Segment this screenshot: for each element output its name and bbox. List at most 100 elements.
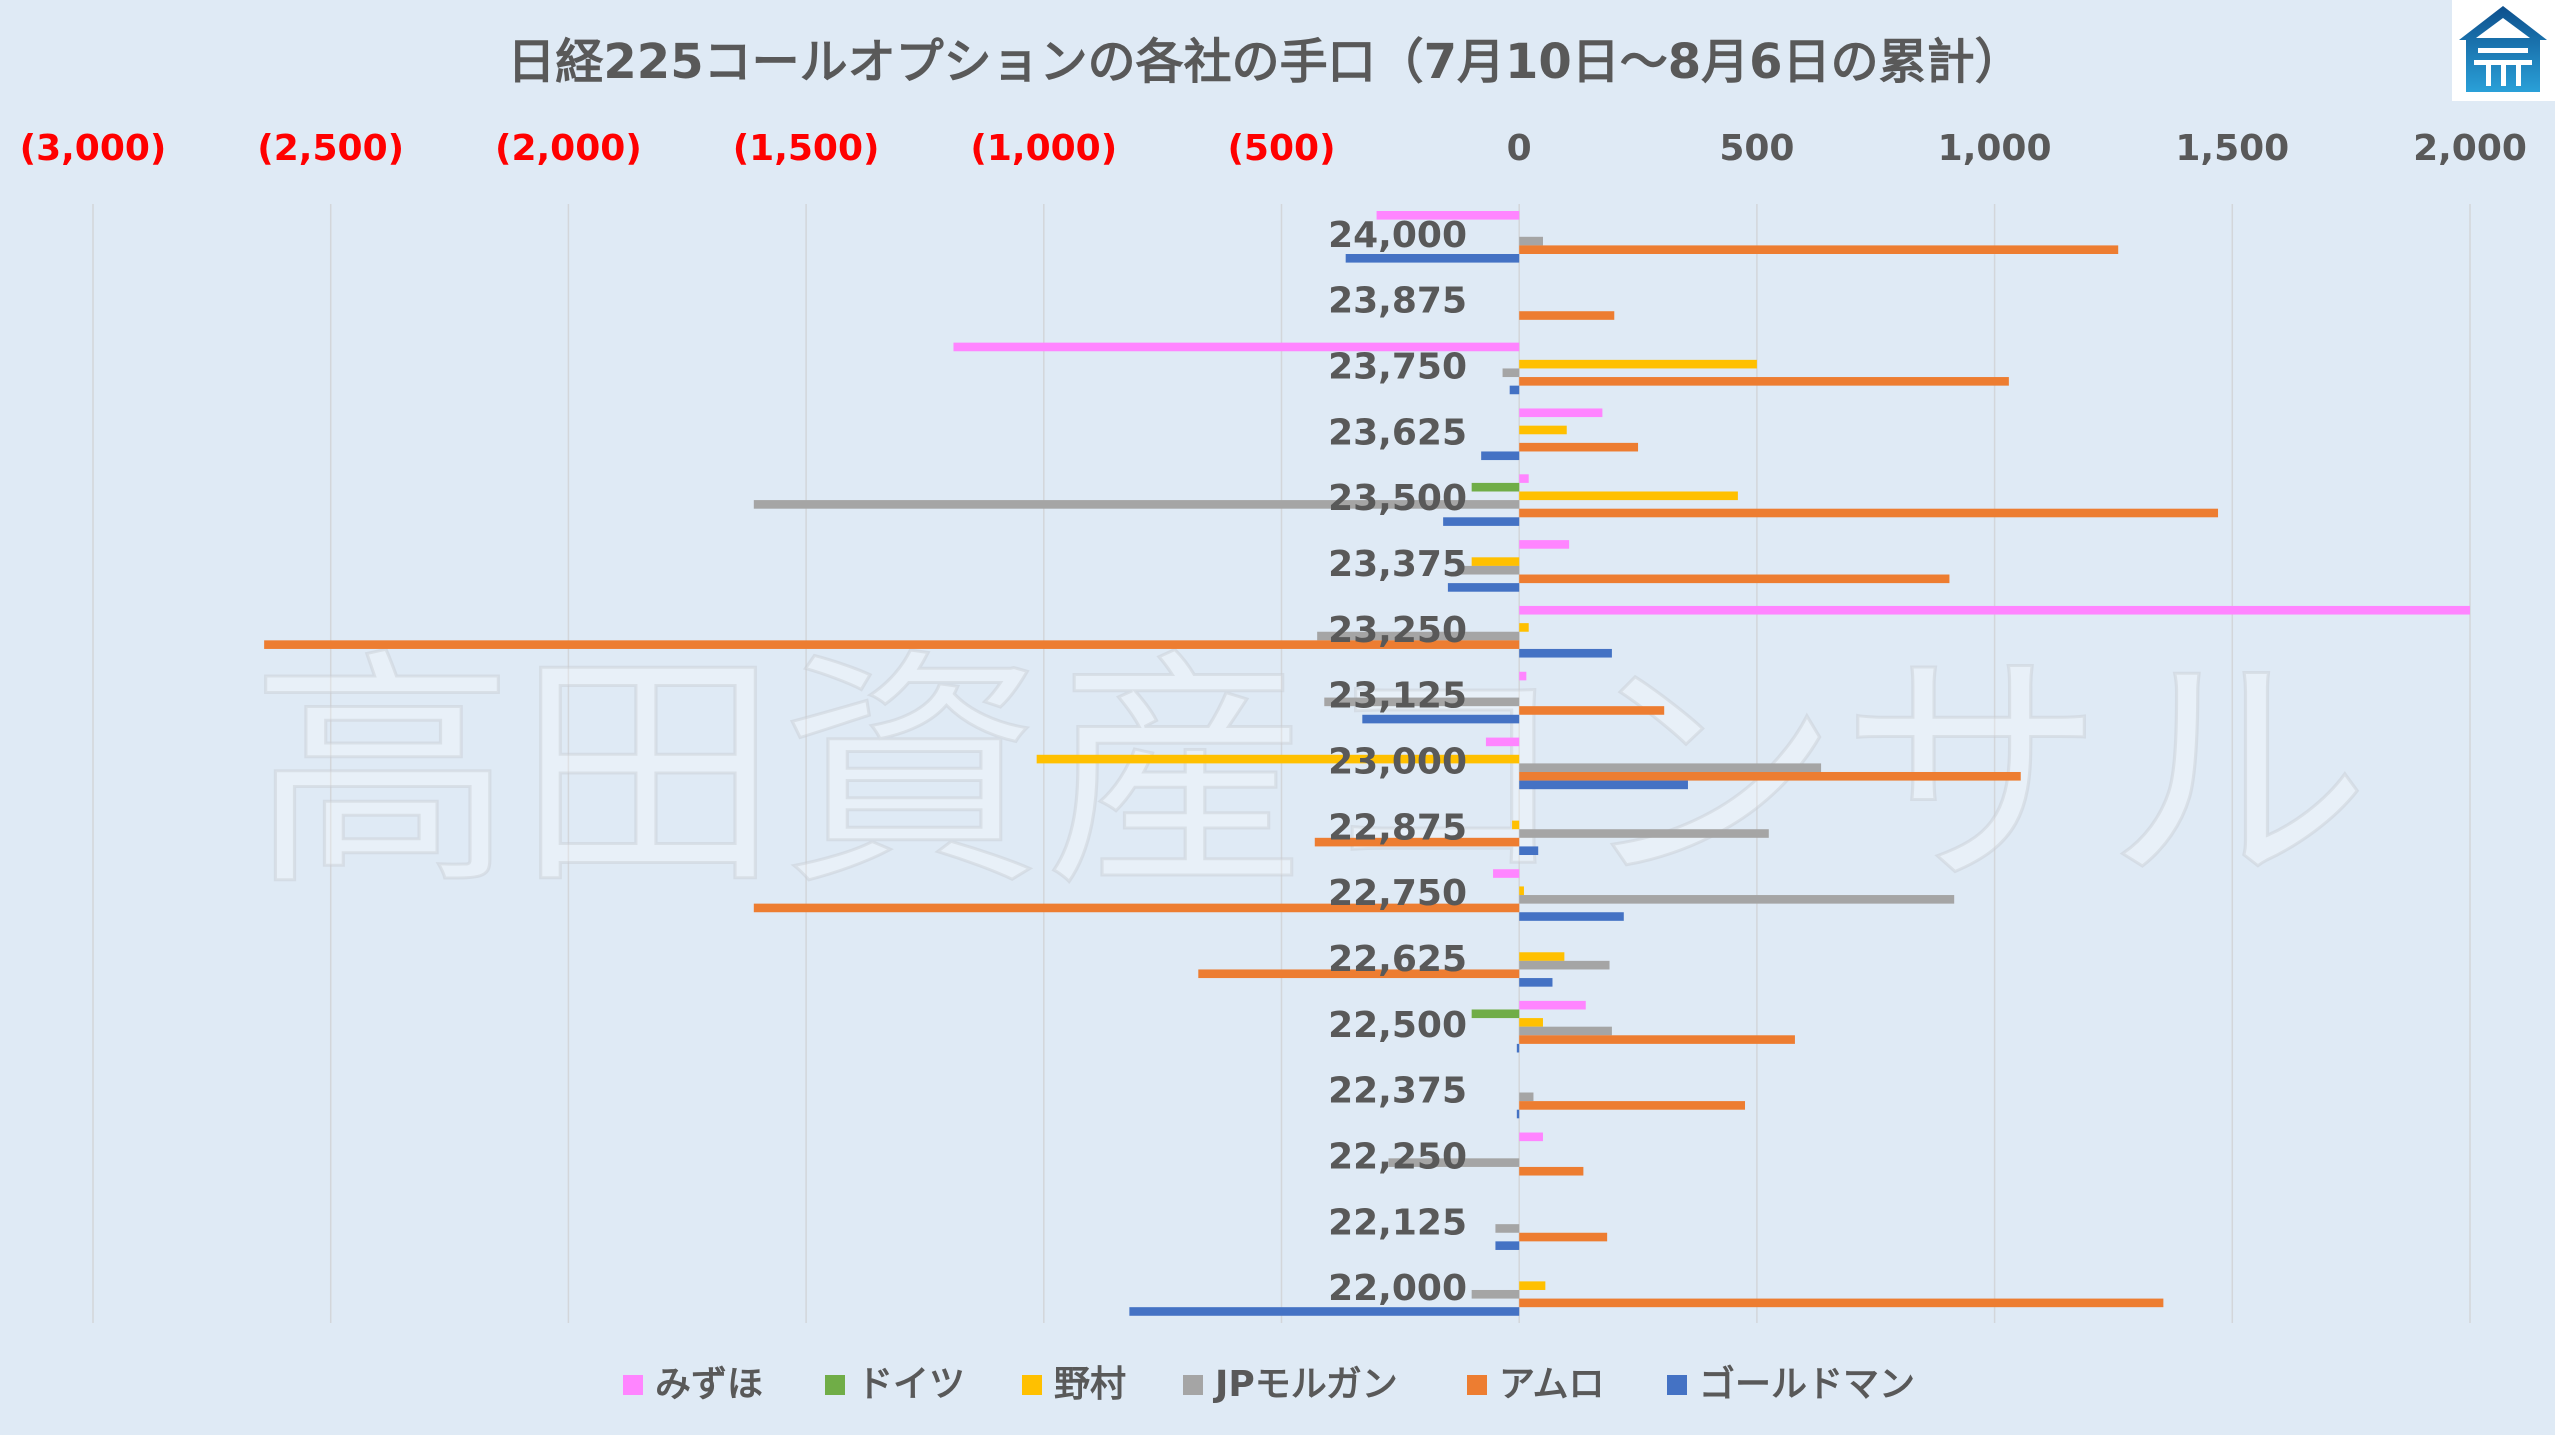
- bar-みずほ-22,500: [1519, 1000, 1586, 1010]
- x-tick-label: 500: [1719, 128, 1794, 169]
- bar-野村-23,375: [1471, 557, 1520, 566]
- legend: みずほ ドイツ 野村 JPモルガン アムロ ゴールドマン: [623, 1363, 1915, 1405]
- category-label: 23,875: [1328, 281, 1467, 322]
- x-tick-label: (2,000): [495, 128, 642, 169]
- bar-野村-22,875: [1512, 820, 1520, 830]
- watermark: 高田資産コンサル: [250, 628, 2370, 919]
- category-label: 22,375: [1328, 1071, 1467, 1112]
- x-tick-label: (3,000): [20, 128, 167, 169]
- bar-JPモルガン-23,375: [1457, 565, 1520, 575]
- bar-ゴールドマン-24,000: [1345, 254, 1520, 263]
- bar-アムロ-23,500: [1519, 508, 2219, 518]
- legend-swatch: [1667, 1375, 1687, 1395]
- category-label: 22,625: [1328, 939, 1467, 980]
- bar-みずほ-23,500: [1519, 474, 1529, 483]
- legend-item: ゴールドマン: [1667, 1363, 1915, 1405]
- bar-ゴールドマン-22,500: [1516, 1043, 1520, 1053]
- legend-swatch: [1183, 1375, 1203, 1395]
- category-label: 22,125: [1328, 1202, 1467, 1243]
- category-label: 22,500: [1328, 1005, 1467, 1046]
- bar-ゴールドマン-22,125: [1495, 1241, 1520, 1250]
- bar-野村-23,750: [1519, 359, 1757, 369]
- bar-JPモルガン-23,250: [1317, 631, 1520, 641]
- x-tick-label: 1,500: [2175, 128, 2289, 169]
- legend-swatch: [1022, 1375, 1042, 1395]
- legend-swatch: [623, 1375, 643, 1395]
- bar-アムロ-23,875: [1519, 311, 1615, 320]
- bars: [264, 211, 2470, 1316]
- category-labels: 24,000 23,875 23,750 23,625 23,500 23,375 23,2…: [1328, 215, 1467, 1309]
- bar-みずほ-23,000: [1485, 737, 1520, 747]
- category-label: 23,750: [1328, 347, 1467, 388]
- bar-みずほ-23,125: [1519, 671, 1527, 681]
- bar-野村-22,500: [1519, 1018, 1543, 1027]
- bar-ゴールドマン-23,250: [1519, 648, 1612, 658]
- bar-ゴールドマン-22,625: [1519, 978, 1553, 987]
- bar-ゴールドマン-23,500: [1443, 517, 1520, 526]
- bar-ゴールドマン-23,125: [1362, 714, 1520, 724]
- category-label: 22,750: [1328, 873, 1467, 914]
- bar-ゴールドマン-22,750: [1519, 912, 1624, 921]
- bar-アムロ-23,625: [1519, 442, 1639, 452]
- bar-JPモルガン-23,750: [1502, 368, 1520, 378]
- category-label: 22,250: [1328, 1136, 1467, 1177]
- bar-JPモルガン-24,000: [1519, 236, 1543, 246]
- chart-title: 日経225コールオプションの各社の手口（7月10日〜8月6日の累計）: [507, 34, 2022, 90]
- bar-アムロ-22,125: [1519, 1232, 1608, 1242]
- x-tick-label: (2,500): [257, 128, 404, 169]
- bar-みずほ-23,375: [1519, 540, 1570, 549]
- x-axis-ticks: (3,000) (2,500) (2,000) (1,500) (1,000) (500)…: [20, 128, 2527, 169]
- bar-ゴールドマン-22,875: [1519, 846, 1539, 856]
- bar-JPモルガン-23,500: [753, 500, 1520, 509]
- bar-アムロ-22,250: [1519, 1166, 1584, 1176]
- category-label: 22,000: [1328, 1268, 1467, 1309]
- bar-アムロ-23,750: [1519, 377, 2009, 386]
- category-label: 23,625: [1328, 412, 1467, 453]
- category-label: 22,875: [1328, 807, 1467, 848]
- bar-みずほ-22,250: [1519, 1132, 1543, 1142]
- bar-アムロ-23,125: [1519, 706, 1665, 715]
- bar-ゴールドマン-23,375: [1447, 583, 1520, 592]
- bar-ゴールドマン-22,375: [1516, 1109, 1520, 1119]
- logo: [2452, 0, 2555, 101]
- x-tick-label: (1,000): [970, 128, 1117, 169]
- bar-ドイツ-22,500: [1471, 1009, 1520, 1019]
- bar-野村-23,250: [1519, 623, 1529, 632]
- legend-swatch: [825, 1375, 845, 1395]
- bar-ゴールドマン-22,000: [1129, 1307, 1520, 1316]
- legend-item: アムロ: [1467, 1364, 1604, 1405]
- bar-JPモルガン-23,000: [1519, 763, 1822, 772]
- x-tick-label: (500): [1227, 128, 1335, 169]
- bar-JPモルガン-23,125: [1324, 697, 1520, 707]
- bar-ゴールドマン-23,625: [1481, 451, 1520, 461]
- category-label: 23,125: [1328, 676, 1467, 717]
- bar-JPモルガン-22,875: [1519, 829, 1769, 838]
- bar-アムロ-24,000: [1519, 245, 2119, 254]
- bar-アムロ-22,875: [1314, 837, 1520, 847]
- bar-アムロ-23,375: [1519, 574, 1950, 584]
- legend-swatch: [1467, 1375, 1487, 1395]
- bar-JPモルガン-22,500: [1519, 1026, 1612, 1036]
- bar-JPモルガン-22,250: [1388, 1158, 1520, 1167]
- bar-みずほ-23,625: [1519, 408, 1603, 418]
- x-tick-label: (1,500): [733, 128, 880, 169]
- bar-野村-22,000: [1519, 1281, 1546, 1290]
- bar-野村-22,625: [1519, 952, 1565, 961]
- bar-アムロ-22,000: [1519, 1298, 2164, 1308]
- bar-アムロ-22,375: [1519, 1101, 1746, 1110]
- bar-野村-23,625: [1519, 425, 1567, 435]
- x-tick-label: 1,000: [1938, 128, 2052, 169]
- bar-みずほ-22,750: [1493, 869, 1520, 878]
- logo-icon: [2459, 6, 2547, 92]
- x-tick-label: 2,000: [2413, 128, 2527, 169]
- category-label: 23,500: [1328, 478, 1467, 519]
- bar-ゴールドマン-23,000: [1519, 780, 1688, 790]
- bar-みずほ-24,000: [1376, 211, 1520, 220]
- bar-アムロ-22,750: [753, 903, 1520, 913]
- bar-野村-23,000: [1036, 754, 1520, 764]
- category-label: 23,250: [1328, 610, 1467, 651]
- legend-label: みずほ: [655, 1364, 763, 1405]
- bar-アムロ-22,625: [1198, 969, 1520, 979]
- bar-みずほ-23,250: [1519, 605, 2470, 615]
- legend-item: 野村: [1022, 1364, 1126, 1405]
